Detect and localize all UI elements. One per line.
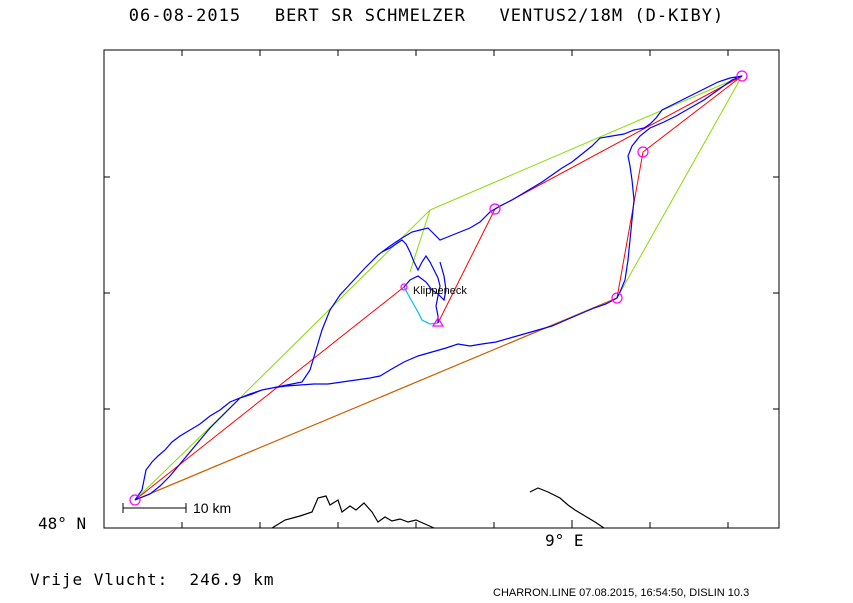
scale-bar	[122, 503, 187, 513]
pilot-name: BERT SR SCHMELZER	[274, 6, 466, 26]
turnpoint-east-lower	[611, 292, 623, 304]
country-border-west	[271, 495, 435, 529]
turnpoint-center	[489, 203, 501, 215]
aircraft-id: VENTUS2/18M (D-KIBY)	[499, 6, 725, 26]
turnpoints	[129, 70, 748, 506]
waypoint-label: Klippeneck	[413, 285, 467, 297]
longitude-label: 9° E	[545, 531, 584, 550]
map-title: 06-08-2015 BERT SR SCHMELZER VENTUS2/18M…	[0, 6, 853, 26]
turnpoint-start	[129, 494, 141, 506]
distance-label: Vrije Vlucht:	[30, 570, 169, 589]
plot-frame	[103, 49, 780, 529]
distance-value: 246.9 km	[189, 570, 275, 589]
turnpoint-north	[736, 70, 748, 82]
flight-track	[134, 75, 743, 501]
task-route-final	[134, 297, 618, 501]
axis-ticks	[104, 50, 779, 528]
latitude-label: 48° N	[38, 514, 87, 533]
footer-info: CHARRON.LINE 07.08.2015, 16:54:50, DISLI…	[493, 587, 750, 599]
flight-distance: Vrije Vlucht: 246.9 km	[30, 570, 275, 589]
flight-track-local	[381, 239, 447, 323]
scale-label: 10 km	[193, 500, 232, 516]
turnpoint-triangle	[431, 316, 445, 327]
cyan-segment	[403, 286, 439, 325]
turnpoint-east-upper	[637, 146, 649, 158]
country-border-east	[529, 487, 605, 529]
waypoint-klippeneck-marker	[400, 283, 408, 291]
flight-date: 06-08-2015	[128, 6, 242, 26]
